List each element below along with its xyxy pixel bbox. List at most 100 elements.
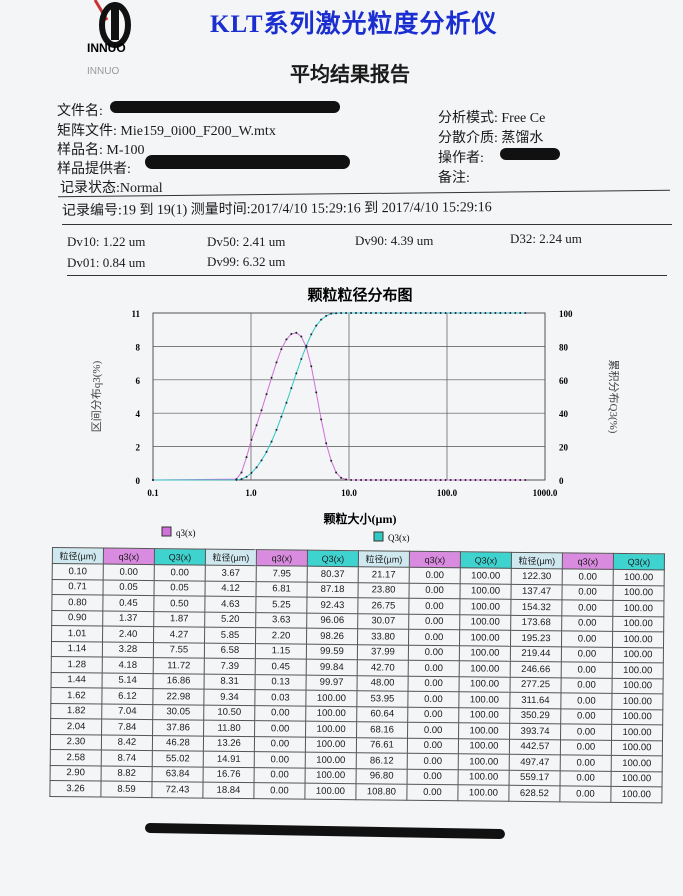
table-cell: 96.06: [306, 612, 358, 629]
table-cell: 76.61: [356, 737, 408, 754]
particle-size-chart: 颗粒粒径分布图 0 2 4 6 8 11 0 20 40 60 80 100 0.1 1.0 10.0 100.…: [90, 286, 620, 543]
table-cell: 26.75: [357, 597, 409, 614]
Q3-point: [260, 459, 263, 462]
table-cell: 92.43: [306, 597, 358, 614]
Q3-point: [295, 372, 298, 375]
table-cell: 37.86: [152, 719, 204, 736]
table-cell: 0.00: [408, 660, 460, 677]
redaction: [145, 155, 350, 169]
table-cell: 0.00: [407, 706, 459, 723]
Q3-point: [350, 312, 353, 314]
Q3-point: [152, 479, 154, 481]
table-cell: 0.71: [52, 579, 104, 596]
q3-point: [374, 479, 377, 481]
table-cell: 23.80: [357, 582, 410, 599]
q3-point: [494, 479, 497, 481]
Q3-point: [524, 312, 527, 314]
table-cell: 100.00: [304, 783, 357, 800]
operator-label: 操作者:: [438, 151, 484, 166]
table-cell: 0.00: [254, 751, 306, 768]
table-cell: 2.04: [50, 718, 102, 735]
table-cell: 99.97: [306, 674, 358, 691]
table-cell: 14.91: [203, 751, 255, 768]
legend-q3-swatch: [161, 526, 172, 537]
table-cell: 137.47: [510, 583, 563, 600]
table-cell: 11.72: [153, 657, 205, 674]
Q3-point: [519, 312, 522, 314]
y2-tick-label: 60: [559, 376, 569, 386]
column-header: q3(x): [562, 552, 614, 570]
table-cell: 0.00: [409, 567, 461, 584]
table-cell: 122.30: [511, 568, 563, 585]
table-cell: 0.00: [561, 677, 613, 694]
Q3-point: [250, 471, 253, 474]
y-tick-label: 0: [136, 476, 141, 486]
table-cell: 2.30: [50, 733, 102, 751]
q3-point: [489, 479, 492, 481]
innuo-logo: INNUO INNUO: [87, 0, 131, 75]
table-cell: 497.47: [509, 754, 561, 771]
table-cell: 96.80: [356, 768, 408, 785]
table-cell: 0.00: [559, 785, 612, 802]
table-cell: 1.28: [51, 656, 103, 673]
table-cell: 72.43: [151, 781, 204, 798]
d32: D32: 2.24 um: [510, 231, 582, 246]
table-cell: 0.00: [408, 629, 460, 646]
table-cell: 3.63: [255, 612, 307, 629]
q3-point: [320, 418, 323, 421]
chart-title: 颗粒粒径分布图: [307, 286, 412, 304]
y-tick-label: 6: [136, 376, 141, 386]
table-cell: 7.39: [204, 658, 256, 675]
Q3-point: [429, 312, 432, 314]
table-cell: 6.58: [204, 642, 256, 659]
column-header: Q3(x): [154, 548, 206, 566]
q3-point: [305, 346, 308, 349]
table-cell: 55.02: [152, 750, 204, 767]
Q3-point: [439, 312, 442, 314]
q3-point: [449, 479, 452, 481]
Q3-point: [499, 312, 502, 314]
x-tick-label: 100.0: [437, 488, 458, 498]
y-axis-label: 区间分布q3(%): [90, 360, 103, 432]
table-cell: 100.00: [459, 598, 511, 615]
y2-tick-label: 20: [559, 443, 569, 453]
q3-point: [335, 471, 338, 474]
q3-series-line: [152, 332, 526, 481]
Q3-point: [399, 312, 402, 314]
Q3-point: [459, 312, 462, 314]
dispersant: 分散介质: 蒸馏水: [438, 131, 544, 146]
q3-point: [270, 376, 273, 379]
table-cell: 0.13: [255, 674, 307, 691]
Q3-point: [479, 312, 482, 314]
column-header: q3(x): [256, 549, 308, 567]
table-cell: 0.90: [51, 610, 103, 627]
column-header: Q3(x): [460, 551, 512, 569]
table-cell: 0.00: [560, 754, 612, 771]
q3-point: [394, 479, 397, 481]
table-cell: 7.84: [101, 719, 153, 736]
file-name-label: 文件名:: [57, 104, 103, 119]
Q3-point: [315, 324, 318, 327]
Q3-point: [355, 312, 358, 314]
dv99: Dv99: 6.32 um: [207, 254, 286, 269]
table-cell: 628.52: [508, 785, 561, 802]
Q3-point: [424, 312, 427, 314]
table-cell: 37.99: [357, 644, 409, 661]
Q3-point: [245, 475, 248, 478]
table-cell: 0.00: [560, 739, 612, 756]
q3-point: [300, 335, 303, 338]
table-cell: 1.62: [50, 687, 103, 704]
table-cell: 100.00: [305, 767, 357, 784]
table-cell: 8.82: [101, 765, 153, 782]
table-cell: 100.00: [613, 569, 665, 586]
table-cell: 100.00: [610, 786, 663, 803]
table-cell: 7.55: [153, 642, 205, 659]
analysis-mode: 分析模式: Free Ce: [438, 111, 546, 126]
q3-point: [504, 479, 507, 481]
Q3-point: [384, 312, 387, 314]
table-cell: 0.00: [254, 767, 306, 784]
redaction: [110, 101, 340, 113]
q3-point: [499, 479, 502, 481]
q3-point: [419, 479, 422, 481]
table-cell: 0.00: [407, 753, 459, 770]
